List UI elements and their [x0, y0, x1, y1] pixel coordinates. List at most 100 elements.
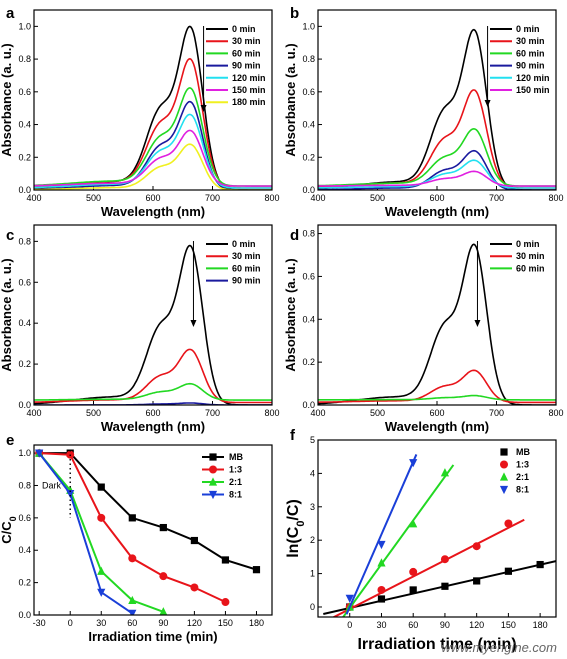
data-point — [504, 567, 512, 575]
x-axis-label: Wavelength (nm) — [385, 204, 489, 219]
x-tick-label: 700 — [205, 408, 220, 418]
y-tick-label: 0 — [310, 602, 315, 612]
panel-letter: e — [6, 432, 14, 449]
x-tick-label: 500 — [370, 193, 385, 203]
y-tick-label: 0.6 — [302, 87, 315, 97]
x-tick-label: 90 — [158, 618, 168, 628]
y-tick-label: 0.6 — [18, 513, 31, 523]
legend-label: 180 min — [232, 97, 266, 107]
data-point — [128, 595, 137, 605]
y-tick-label: 0.8 — [302, 229, 315, 239]
data-point — [35, 449, 44, 458]
x-tick-label: 60 — [127, 618, 137, 628]
x-axis-label: Wavelength (nm) — [101, 204, 205, 219]
data-point — [473, 577, 481, 585]
legend-marker — [208, 477, 218, 486]
y-tick-label: 0.0 — [18, 400, 31, 410]
x-tick-label: 500 — [86, 193, 101, 203]
legend-label: 8:1 — [516, 485, 529, 495]
x-tick-label: 800 — [548, 408, 563, 418]
y-tick-label: 0.0 — [302, 185, 315, 195]
data-point — [409, 519, 418, 528]
legend-label: 0 min — [516, 239, 540, 249]
arrow-head — [200, 105, 207, 112]
y-tick-label: 0.4 — [18, 545, 31, 555]
data-point — [97, 588, 106, 597]
x-axis-label: Wavelength (nm) — [101, 419, 205, 434]
x-tick-label: 800 — [548, 193, 563, 203]
y-tick-label: 0.6 — [18, 277, 31, 287]
y-axis-label: Absorbance (a. u.) — [0, 258, 14, 371]
x-tick-label: -30 — [33, 618, 46, 628]
legend-label: 90 min — [516, 61, 545, 71]
fit-line — [331, 518, 525, 617]
legend-label: 1:3 — [229, 465, 242, 475]
data-point — [440, 468, 450, 477]
y-tick-label: 0.4 — [302, 120, 315, 130]
x-tick-label: 400 — [310, 193, 325, 203]
legend-label: 150 min — [516, 85, 550, 95]
plot-frame — [33, 224, 273, 406]
series-line — [34, 348, 272, 404]
panel-letter: b — [290, 5, 299, 22]
legend-label: MB — [229, 452, 243, 462]
data-point — [66, 489, 75, 499]
series-line — [34, 100, 272, 190]
panel-d: d 400 500 600 700 800 0.0 0.2 0.4 0.6 0.8 Wavelengt… — [283, 224, 564, 434]
data-point — [472, 542, 481, 551]
x-tick-label: 400 — [26, 193, 41, 203]
legend-marker — [209, 453, 217, 461]
y-tick-label: 0.8 — [302, 54, 315, 64]
y-tick-label: 0.2 — [302, 357, 315, 367]
y-tick-label: 1.0 — [18, 21, 31, 31]
legend-label: 60 min — [516, 48, 545, 58]
x-tick-label: 400 — [26, 408, 41, 418]
y-axis-label-main: ln(C — [285, 526, 302, 558]
series-line — [318, 170, 556, 187]
y-axis-label: Absorbance (a. u.) — [283, 258, 298, 371]
plot-frame — [33, 444, 273, 616]
y-tick-label: 0.0 — [18, 610, 31, 620]
series-line — [318, 159, 556, 189]
series-line — [318, 394, 556, 401]
x-tick-label: 150 — [501, 620, 516, 630]
series-line — [318, 369, 556, 404]
y-axis-label-main: Absorbance (a. u.) — [283, 43, 298, 156]
x-tick-label: 600 — [145, 408, 160, 418]
data-point — [377, 595, 386, 603]
y-tick-label: 3 — [310, 502, 315, 512]
series-line — [34, 113, 272, 189]
legend-marker — [499, 472, 509, 481]
data-point — [409, 459, 418, 468]
y-tick-label: 0.0 — [302, 400, 315, 410]
legend-label: 0 min — [232, 24, 256, 34]
arrow-head — [190, 320, 197, 327]
data-point — [97, 483, 105, 491]
panel-a: a 400 500 600 700 800 0.0 0.2 0.4 0.6 0.8 1.0 Wavele… — [0, 5, 280, 219]
x-tick-label: 120 — [187, 618, 202, 628]
x-tick-label: 400 — [310, 408, 325, 418]
x-tick-label: 150 — [218, 618, 233, 628]
y-tick-label: 0.0 — [18, 185, 31, 195]
data-point — [409, 567, 418, 576]
y-tick-label: 0.2 — [18, 359, 31, 369]
dark-annotation: Dark — [42, 480, 62, 490]
x-tick-label: 500 — [86, 408, 101, 418]
plot-frame — [317, 439, 557, 618]
fit-line — [323, 560, 556, 615]
legend-label: 2:1 — [229, 477, 242, 487]
x-tick-label: 0 — [347, 620, 352, 630]
legend-marker — [209, 465, 217, 474]
plot-frame — [33, 9, 273, 191]
y-axis-label-subscript: 0 — [8, 516, 18, 521]
legend-label: 30 min — [516, 251, 545, 261]
data-point — [128, 609, 137, 615]
x-tick-label: 180 — [249, 618, 264, 628]
x-axis-label: Wavelength (nm) — [385, 419, 489, 434]
data-point — [97, 566, 106, 575]
data-point — [128, 554, 137, 563]
watermark: www.myengine.com — [441, 640, 557, 655]
y-axis-label-subscript: 0 — [295, 521, 307, 527]
x-tick-label: 600 — [429, 408, 444, 418]
x-tick-label: 30 — [376, 620, 386, 630]
